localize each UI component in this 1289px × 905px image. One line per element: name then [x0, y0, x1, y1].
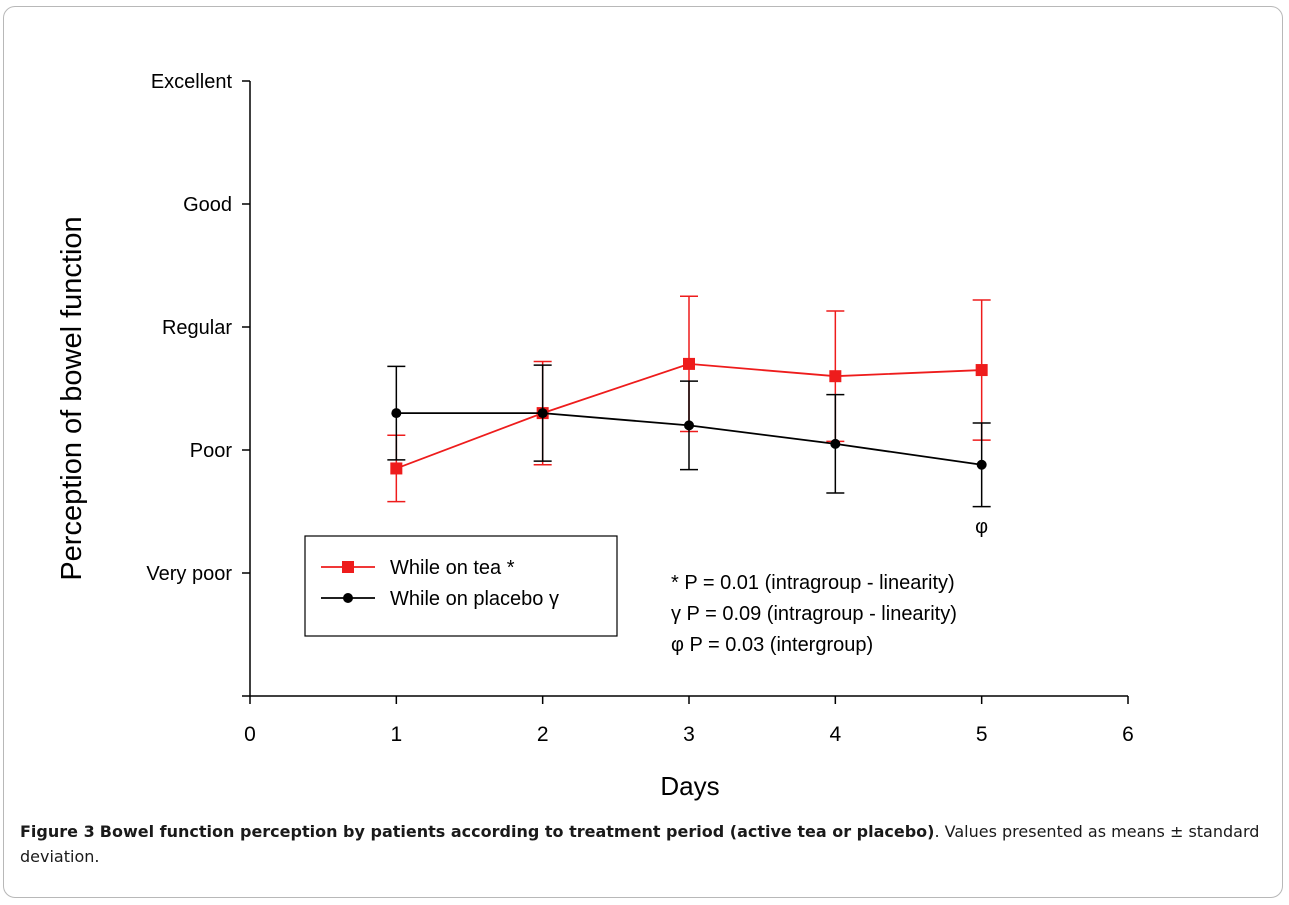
stat-annotation: φ P = 0.03 (intergroup): [671, 634, 873, 656]
series-placebo: [387, 364, 991, 508]
y-tick-label: Very poor: [146, 563, 232, 585]
y-tick-label: Excellent: [151, 71, 233, 93]
data-point-circle: [830, 438, 841, 449]
y-axis-label: Perception of bowel function: [56, 216, 88, 580]
data-point-circle: [537, 408, 548, 419]
annotations: φ * P = 0.01 (intragroup - linearity) γ P …: [671, 516, 988, 656]
data-point-circle: [976, 459, 987, 470]
caption-rest-text: . Values presented as means ± standard d…: [20, 822, 1260, 866]
figure-frame: [3, 6, 1283, 898]
x-tick-label: 0: [244, 723, 256, 746]
data-point-square: [390, 462, 403, 475]
x-tick-label: 2: [537, 723, 549, 746]
legend-label: While on tea *: [390, 557, 515, 579]
stat-annotation: γ P = 0.09 (intragroup - linearity): [671, 603, 957, 625]
x-tick-label: 1: [390, 723, 402, 746]
axes: 0 1 2 3 4 5 6 Very poor Poor Regular Good Excellent…: [56, 71, 1134, 801]
y-tick-label: Poor: [190, 440, 233, 462]
y-tick-label: Good: [183, 194, 232, 216]
legend-box: [304, 535, 618, 637]
x-tick-label: 6: [1122, 723, 1134, 746]
x-tick-label: 5: [976, 723, 988, 746]
x-axis-label: Days: [660, 771, 719, 801]
data-point-circle: [391, 408, 402, 419]
stat-annotation: * P = 0.01 (intragroup - linearity): [671, 572, 955, 594]
caption-bold-text: Bowel function perception by patients ac…: [99, 822, 935, 841]
point-annotation: φ: [975, 516, 988, 538]
caption-figure-label: Figure 3: [20, 822, 95, 841]
y-tick-label: Regular: [162, 317, 232, 339]
x-tick-label: 4: [829, 723, 841, 746]
legend: While on tea * While on placebo γ: [304, 535, 618, 637]
figure-caption: Figure 3 Bowel function perception by pa…: [20, 819, 1270, 869]
data-point-circle: [684, 420, 694, 431]
legend-marker-circle: [343, 593, 353, 603]
data-point-square: [829, 370, 842, 383]
legend-label: While on placebo γ: [390, 588, 559, 610]
data-point-square: [975, 364, 988, 377]
x-tick-label: 3: [683, 723, 695, 746]
series-layer: [387, 295, 991, 508]
legend-marker-square: [342, 561, 354, 573]
data-point-square: [683, 357, 695, 370]
